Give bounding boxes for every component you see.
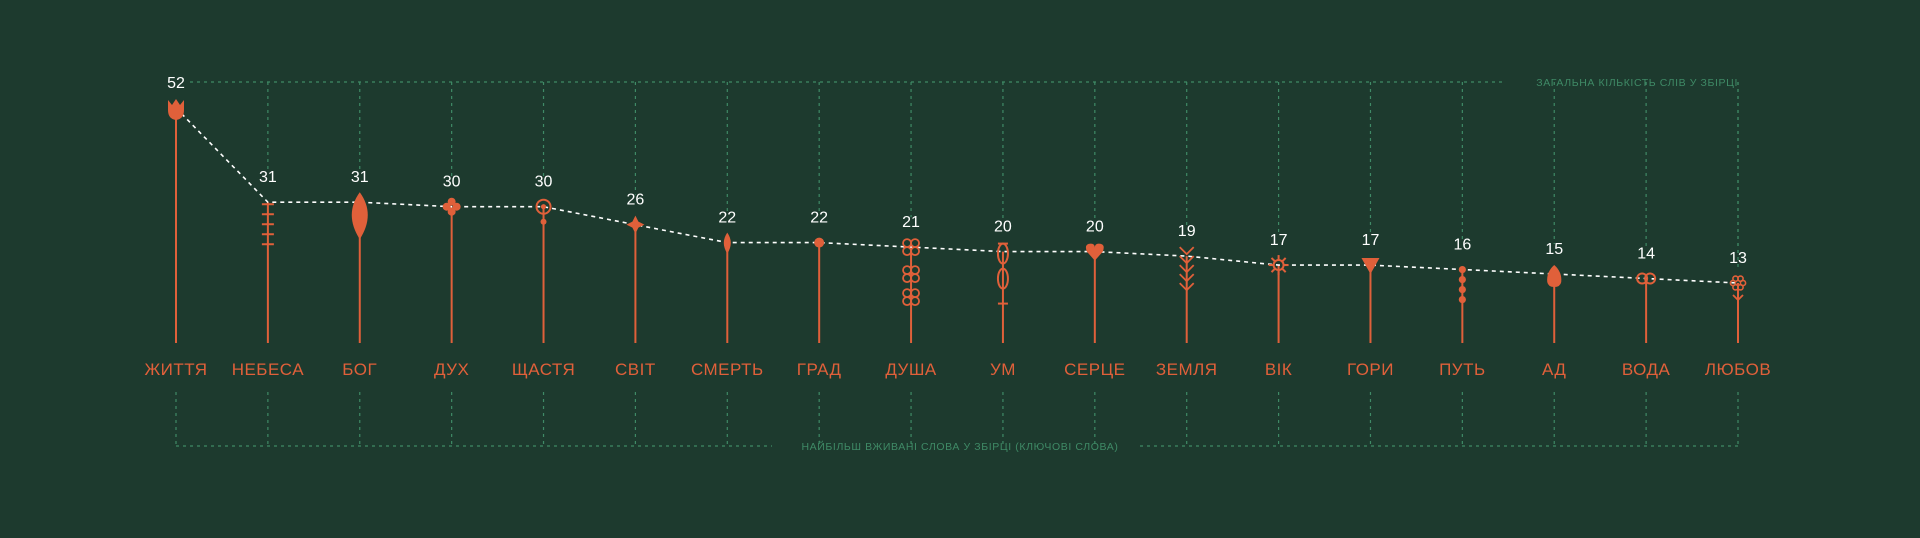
value-label: 13	[1729, 250, 1747, 267]
marker-tulip	[168, 99, 184, 120]
marker-star	[626, 215, 645, 234]
category-label: СВІТ	[615, 360, 656, 379]
value-label: 26	[627, 192, 645, 209]
category-label: ЗЕМЛЯ	[1156, 360, 1218, 379]
category-label: ПУТЬ	[1439, 360, 1486, 379]
value-label: 16	[1453, 237, 1471, 254]
value-label: 21	[902, 214, 920, 231]
value-labels: 52 31 31 30 30 26 22 22 21 20 20 19 17 17 16 15 14 13	[167, 75, 1747, 267]
category-label: ГОРИ	[1347, 360, 1394, 379]
marker-lens	[351, 192, 368, 240]
value-label: 30	[535, 174, 553, 191]
markers	[168, 99, 1747, 307]
category-label: СЕРЦЕ	[1064, 360, 1125, 379]
trend-line	[175, 107, 1739, 284]
category-label: СМЕРТЬ	[691, 360, 764, 379]
value-label: 15	[1545, 241, 1563, 258]
value-label: 17	[1362, 232, 1380, 249]
marker-bell	[1547, 265, 1562, 288]
marker-triangle	[1361, 258, 1380, 275]
marker-sun	[1268, 255, 1289, 276]
marker-wheat	[1179, 246, 1195, 292]
bottom-caption: НАЙБІЛЬШ ВЖИВАНІ СЛОВА У ЗБІРЦІ (КЛЮЧОВІ…	[802, 440, 1119, 453]
value-label: 31	[351, 169, 369, 186]
value-label: 22	[810, 210, 828, 227]
category-label: ДУХ	[434, 360, 469, 379]
marker-heart	[1085, 243, 1104, 261]
value-label: 17	[1270, 232, 1288, 249]
category-label: ЖИТТЯ	[144, 360, 207, 379]
marker-flower	[1729, 275, 1747, 302]
marker-knots	[902, 238, 920, 307]
category-label: ЛЮБОВ	[1705, 360, 1771, 379]
value-label: 31	[259, 169, 277, 186]
value-label: 19	[1178, 223, 1196, 240]
marker-drop	[723, 232, 731, 254]
marker-ring	[535, 198, 552, 225]
value-label: 52	[167, 75, 185, 92]
category-label: ЩАСТЯ	[512, 360, 575, 379]
category-label: АД	[1542, 360, 1566, 379]
category-label: ВІК	[1265, 360, 1292, 379]
marker-ladder	[261, 203, 274, 246]
value-label: 20	[1086, 219, 1104, 236]
category-label: ГРАД	[797, 360, 842, 379]
marker-cross	[442, 197, 461, 216]
value-label: 22	[718, 210, 736, 227]
category-label: БОГ	[342, 360, 377, 379]
stems	[175, 108, 1739, 343]
value-label: 14	[1637, 246, 1655, 263]
category-labels: ЖИТТЯ НЕБЕСА БОГ ДУХ ЩАСТЯ СВІТ СМЕРТЬ ГРАД ДУША…	[144, 360, 1771, 379]
marker-dot	[814, 237, 825, 248]
category-label: ДУША	[885, 360, 937, 379]
marker-beads	[1458, 265, 1466, 304]
guide-lines	[175, 81, 1739, 447]
marker-chain	[996, 242, 1009, 305]
value-label: 30	[443, 174, 461, 191]
category-label: ВОДА	[1622, 360, 1671, 379]
category-label: УМ	[990, 360, 1016, 379]
marker-loop	[1636, 272, 1657, 285]
value-label: 20	[994, 219, 1012, 236]
top-caption: ЗАГАЛЬНА КІЛЬКІСТЬ СЛІВ У ЗБІРЦІ	[1536, 77, 1738, 89]
category-label: НЕБЕСА	[232, 360, 305, 379]
